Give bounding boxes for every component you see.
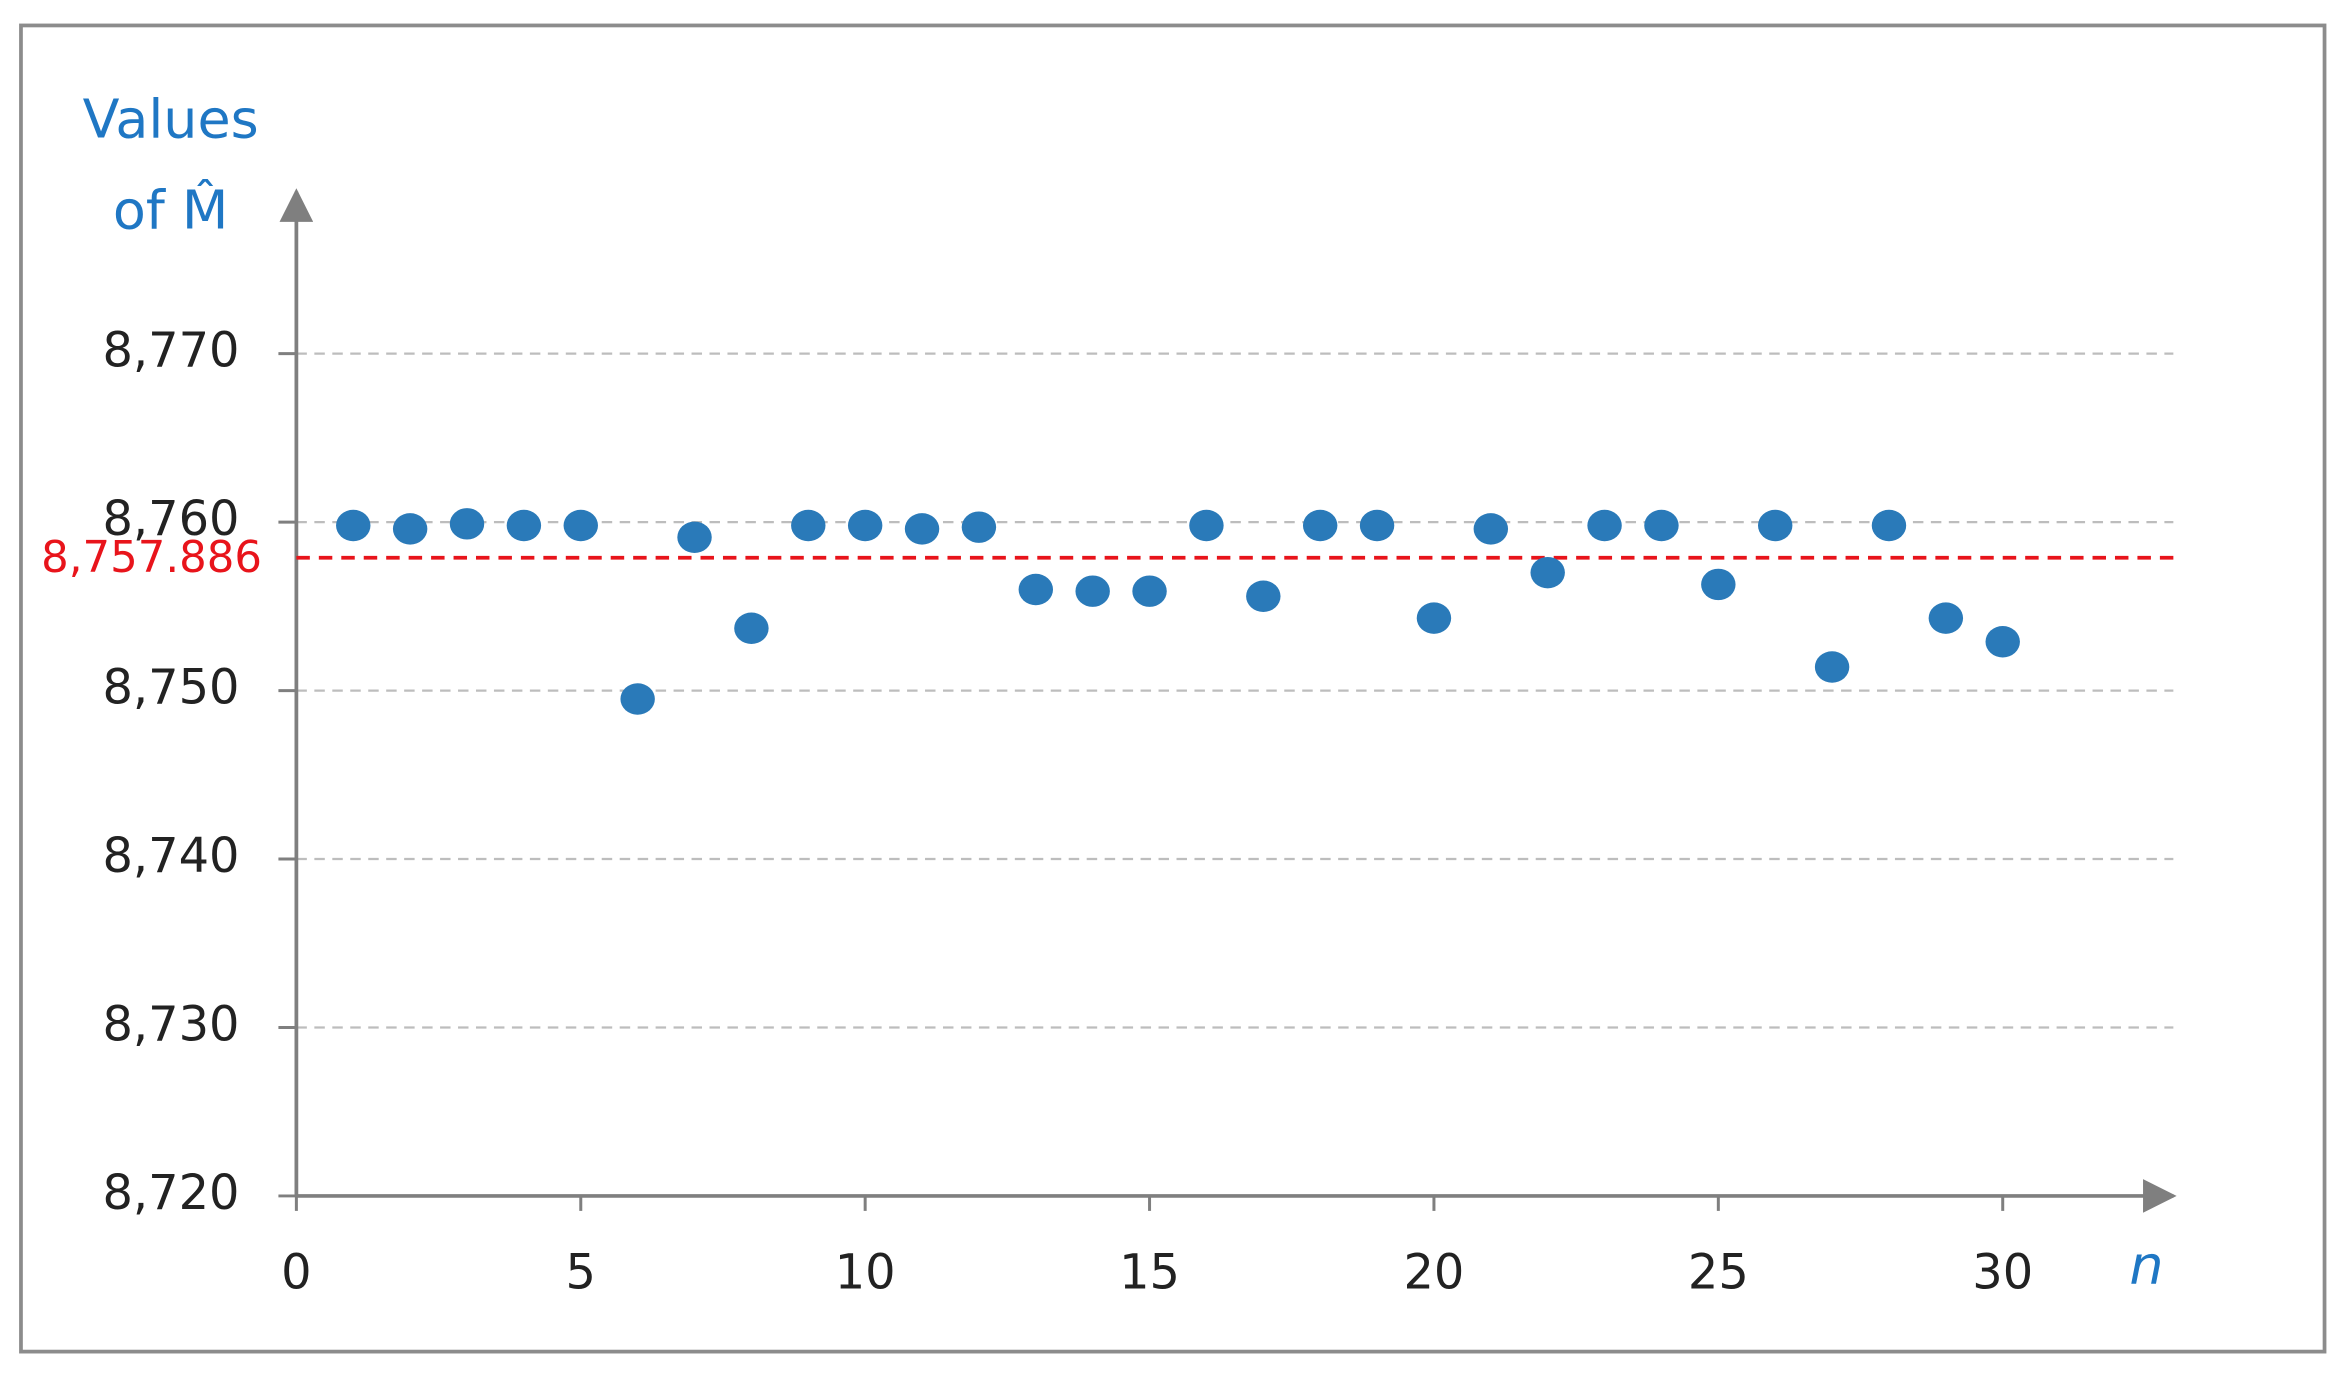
x-tick-label: 10 [835,1245,896,1300]
point [1928,602,1964,634]
point [1701,568,1736,601]
point [1644,509,1679,542]
x-tick-label: 0 [281,1245,311,1300]
y-tick-label: 8,760 [102,492,239,547]
point [1814,651,1850,683]
point [1189,509,1224,542]
point [620,683,655,715]
point [1018,573,1054,606]
point [563,509,598,542]
point [677,521,712,554]
point [791,509,826,542]
y-tick-label: 8,740 [102,829,239,884]
x-tick-label: 20 [1403,1245,1464,1300]
y-tick-label: 8,750 [102,661,239,716]
point [1132,575,1167,607]
point [1302,509,1338,542]
x-tick-label: 25 [1688,1245,1749,1300]
point [506,509,542,542]
point [1473,513,1509,545]
point [734,612,769,644]
point [1359,509,1395,542]
y-tick-label: 8,720 [102,1166,239,1221]
point [392,513,428,545]
y-axis-label: of M̂ [113,179,229,242]
x-axis-label: n [2129,1234,2163,1297]
point [1757,509,1793,542]
point [1416,602,1452,634]
point [336,509,371,542]
point [847,509,883,542]
point [1246,580,1281,612]
point [1530,556,1565,589]
y-tick-label: 8,770 [102,324,239,379]
y-axis-label: Values [83,87,259,150]
point [1587,509,1622,542]
point [904,513,940,545]
point [961,511,997,543]
x-tick-label: 30 [1972,1245,2033,1300]
point [449,508,485,540]
reference-label: 8,757.886 [41,533,262,583]
point [1871,509,1907,542]
y-tick-label: 8,730 [102,997,239,1052]
point [1075,575,1110,607]
point [1985,626,2020,658]
frame [19,23,2327,1354]
x-tick-label: 15 [1119,1245,1180,1300]
x-tick-label: 5 [566,1245,596,1300]
